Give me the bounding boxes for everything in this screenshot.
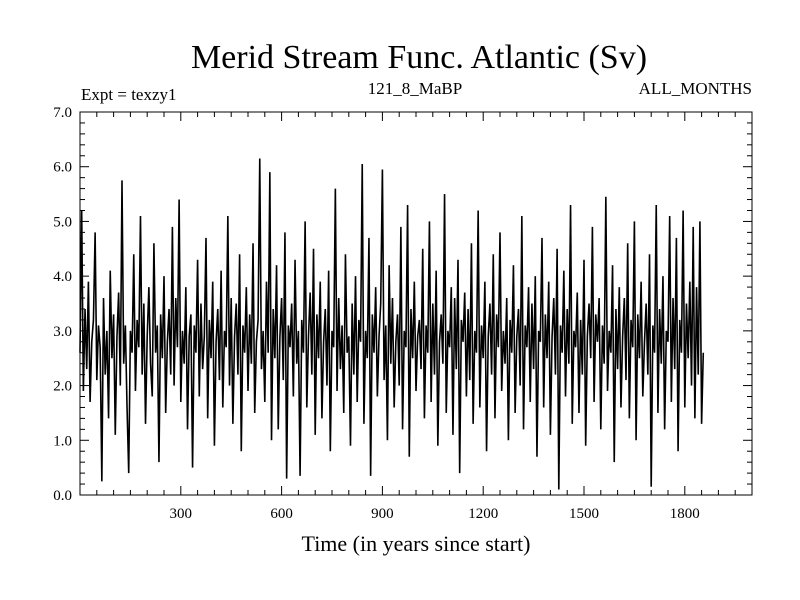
y-tick-label: 0.0 bbox=[53, 488, 72, 504]
plot-frame bbox=[79, 111, 753, 496]
y-tick-label: 2.0 bbox=[53, 379, 72, 395]
y-tick-label: 6.0 bbox=[53, 160, 72, 176]
x-tick-label: 600 bbox=[270, 506, 293, 522]
series-line-0 bbox=[79, 158, 705, 490]
y-tick-label: 4.0 bbox=[53, 269, 72, 285]
y-tick-label: 1.0 bbox=[53, 433, 72, 449]
x-tick-label: 1200 bbox=[468, 506, 498, 522]
run-label: 121_8_MaBP bbox=[368, 79, 462, 98]
x-axis-ticks: 300 600 900 1200 1500 1800 bbox=[96, 112, 736, 522]
x-tick-label: 300 bbox=[170, 506, 193, 522]
experiment-label: Expt = texzy1 bbox=[81, 85, 177, 104]
chart-title: Merid Stream Func. Atlantic (Sv) bbox=[191, 39, 647, 76]
x-tick-label: 1800 bbox=[670, 506, 700, 522]
months-label: ALL_MONTHS bbox=[639, 79, 752, 98]
y-axis-ticks: 0.0 1.0 2.0 3.0 4.0 5.0 6.0 7.0 bbox=[53, 105, 752, 504]
plot-series bbox=[79, 158, 705, 490]
x-tick-label: 1500 bbox=[569, 506, 599, 522]
x-axis-label: Time (in years since start) bbox=[302, 531, 531, 556]
y-tick-label: 5.0 bbox=[53, 214, 72, 230]
y-tick-label: 7.0 bbox=[53, 105, 72, 121]
x-tick-label: 900 bbox=[371, 506, 394, 522]
y-tick-label: 3.0 bbox=[53, 324, 72, 340]
